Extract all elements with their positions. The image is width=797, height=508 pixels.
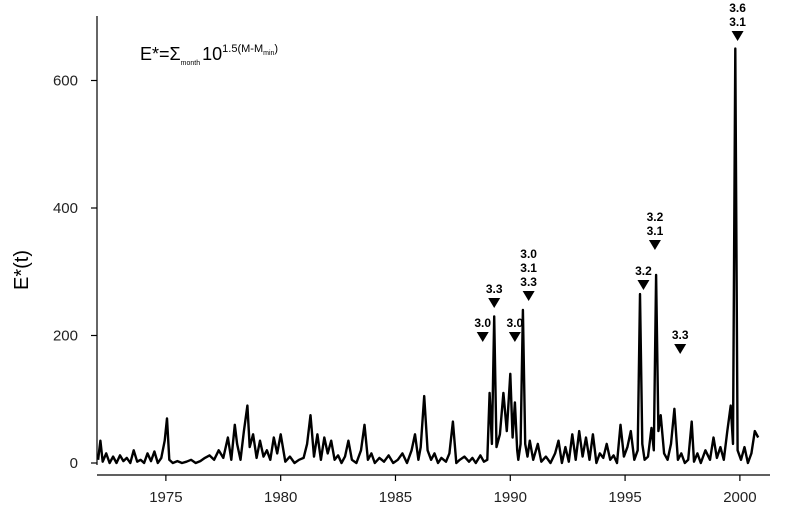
formula-sigma-sub: month [181, 60, 201, 67]
x-ticks: 1975 1980 1985 1990 1995 2000 [149, 475, 757, 506]
y-tick-label: 200 [53, 328, 78, 345]
annotation-label: 3.0 [520, 247, 537, 261]
annotation-label: 3.1 [729, 15, 746, 29]
annotation-marker [674, 344, 687, 354]
x-tick-label: 2000 [723, 489, 756, 506]
y-tick-label: 400 [53, 200, 78, 217]
annotation-label: 3.0 [686, 0, 703, 3]
annotation-label: 3.0 [507, 316, 524, 330]
x-tick-label: 1995 [608, 489, 641, 506]
annotation-marker [637, 280, 650, 290]
series-layer [96, 47, 760, 465]
annotation-layer: 3.03.33.03.03.13.33.23.23.13.33.03.63.1 [474, 0, 746, 354]
formula-main: E*= [140, 44, 170, 64]
annotation-label: 3.0 [474, 316, 491, 330]
formula-base: 10 [202, 44, 222, 64]
annotation-label: 3.3 [520, 275, 537, 289]
formula-exponent-sub: min [263, 50, 274, 57]
x-tick-label: 1985 [379, 489, 412, 506]
annotation-marker [648, 240, 661, 250]
formula-sigma: Σ [170, 44, 181, 64]
y-tick-label: 0 [70, 455, 78, 472]
x-tick-label: 1975 [149, 489, 182, 506]
annotation-label: 3.2 [635, 264, 652, 278]
y-ticks: 0 200 400 600 [53, 73, 97, 472]
annotation-label: 3.1 [520, 261, 537, 275]
annotation-label: 3.1 [647, 224, 664, 238]
annotation-marker [731, 31, 744, 41]
formula-annotation: E*=Σmonth 101.5(M-Mmin) [140, 43, 278, 67]
annotation-marker [488, 298, 501, 308]
y-tick-label: 600 [53, 73, 78, 90]
annotation-label: 3.3 [672, 328, 689, 342]
x-tick-label: 1980 [264, 489, 297, 506]
annotation-label: 3.3 [486, 282, 503, 296]
series-line [96, 47, 760, 465]
annotation-marker [508, 332, 521, 342]
formula-exponent-close: ) [274, 43, 278, 55]
annotation-marker [476, 332, 489, 342]
x-tick-label: 1990 [494, 489, 527, 506]
annotation-label: 3.2 [647, 210, 664, 224]
y-axis-label: E*(t) [11, 250, 33, 290]
annotation-marker [522, 291, 535, 301]
formula-exponent: 1.5(M-M [222, 43, 263, 55]
annotation-label: 3.6 [729, 1, 746, 15]
